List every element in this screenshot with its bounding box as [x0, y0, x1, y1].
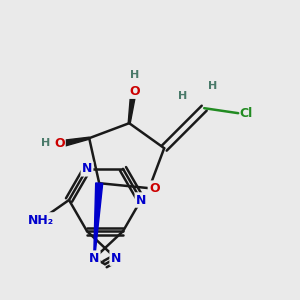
- Text: NH₂: NH₂: [28, 214, 54, 226]
- Text: N: N: [136, 194, 146, 206]
- Text: H: H: [178, 91, 187, 101]
- Text: O: O: [54, 137, 64, 150]
- Polygon shape: [64, 137, 89, 146]
- Text: O: O: [149, 182, 160, 195]
- Polygon shape: [128, 86, 137, 123]
- Text: H: H: [130, 70, 139, 80]
- Text: Cl: Cl: [240, 107, 253, 120]
- Text: N: N: [89, 252, 99, 265]
- Text: N: N: [111, 252, 121, 265]
- Polygon shape: [94, 183, 103, 258]
- Text: H: H: [208, 81, 217, 91]
- Text: H: H: [40, 138, 50, 148]
- Text: N: N: [82, 162, 92, 175]
- Text: O: O: [129, 85, 140, 98]
